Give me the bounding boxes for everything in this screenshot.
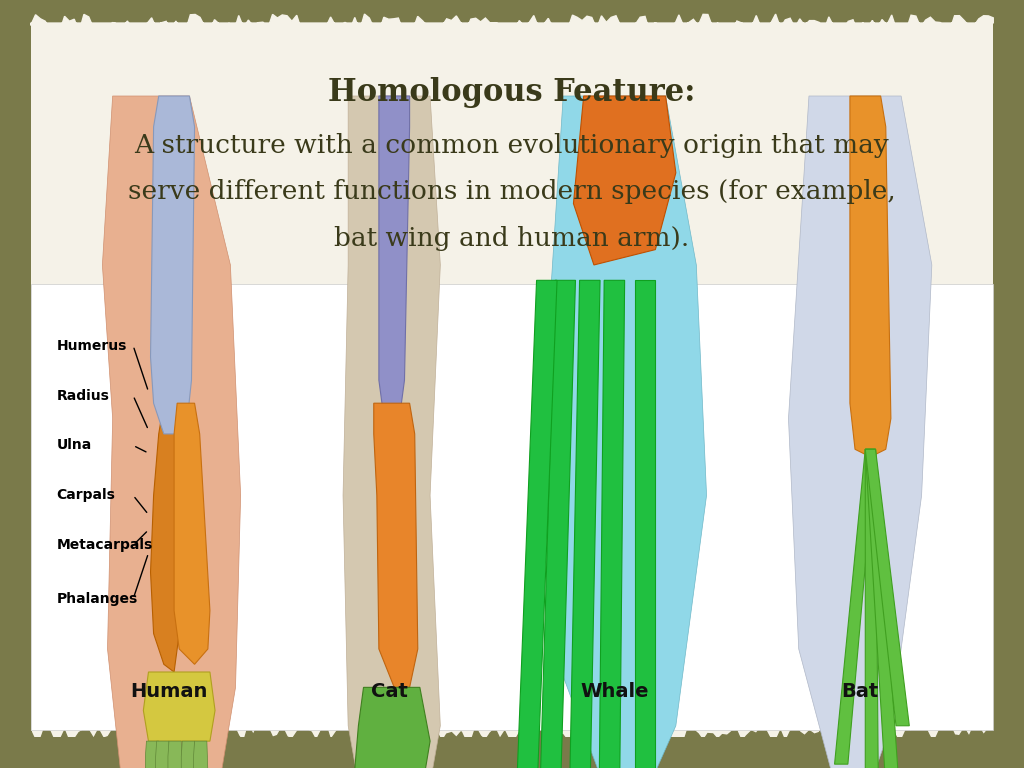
Polygon shape [865,449,899,768]
Polygon shape [865,449,879,768]
Polygon shape [343,96,440,768]
Text: Phalanges: Phalanges [56,592,137,606]
Polygon shape [835,449,876,764]
Text: Metacarpals: Metacarpals [56,538,153,552]
Polygon shape [156,741,170,768]
Polygon shape [569,280,600,768]
Polygon shape [543,96,707,768]
Polygon shape [788,96,932,768]
Polygon shape [102,96,241,768]
Text: Carpals: Carpals [56,488,115,502]
Polygon shape [151,403,179,672]
Polygon shape [599,280,625,768]
Text: Human: Human [130,682,208,700]
FancyBboxPatch shape [31,23,993,737]
Polygon shape [850,96,891,457]
Polygon shape [635,280,655,768]
Polygon shape [168,741,182,768]
Polygon shape [374,403,418,687]
Polygon shape [516,280,557,768]
Polygon shape [143,672,215,741]
Text: bat wing and human arm).: bat wing and human arm). [335,226,689,250]
Text: Cat: Cat [371,682,408,700]
Text: Whale: Whale [581,682,648,700]
Text: Humerus: Humerus [56,339,127,353]
Polygon shape [865,449,909,726]
Polygon shape [151,96,195,434]
Polygon shape [145,741,160,768]
Polygon shape [379,96,410,419]
Text: Homologous Feature:: Homologous Feature: [329,77,695,108]
Polygon shape [194,741,208,768]
Polygon shape [181,741,196,768]
Text: Ulna: Ulna [56,439,91,452]
Polygon shape [174,403,210,664]
Polygon shape [31,14,993,32]
Text: Bat: Bat [842,682,879,700]
Text: serve different functions in modern species (for example,: serve different functions in modern spec… [128,180,896,204]
Text: Radius: Radius [56,389,110,402]
Text: A structure with a common evolutionary origin that may: A structure with a common evolutionary o… [134,134,890,158]
Polygon shape [573,96,676,265]
FancyBboxPatch shape [31,284,993,730]
Polygon shape [31,724,993,768]
Polygon shape [540,280,575,768]
Polygon shape [353,687,430,768]
